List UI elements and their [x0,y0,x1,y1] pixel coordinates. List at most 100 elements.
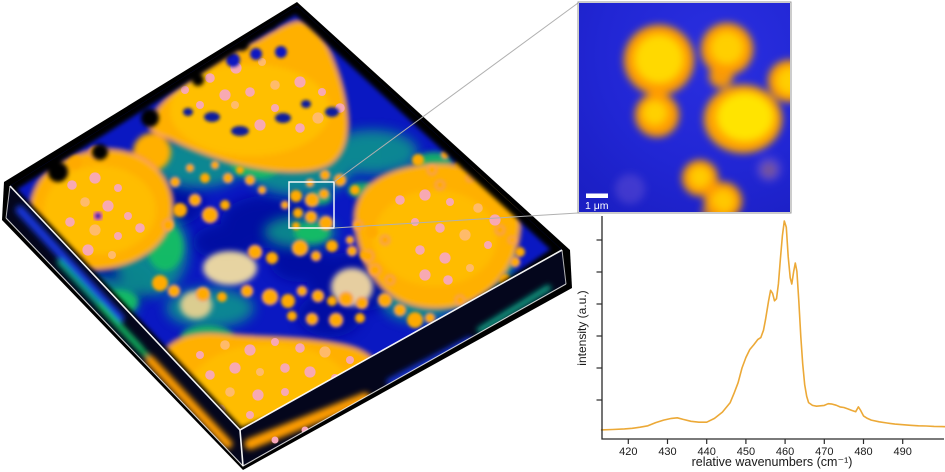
scalebar-label: 1 μm [585,200,609,212]
inset-scalebar: 1 μm [585,193,609,212]
map-blob [169,176,181,188]
map-blob [296,285,308,297]
map-surface-dot [271,104,279,112]
map-surface-dot [196,351,204,359]
map-surface-dot [280,363,290,373]
map-blob [247,244,263,260]
map-surface-dot [304,366,316,378]
x-tick-label: 490 [894,446,912,458]
map-blob [384,274,396,286]
spectrum-curve [600,220,945,431]
map-blob [355,313,365,323]
map-blob [494,224,506,236]
map-surface-dot [67,180,77,190]
map-surface-dot [295,343,305,353]
map-surface-dot [82,244,94,256]
x-tick-label: 450 [737,446,755,458]
map-blob [304,210,318,224]
inset-image: 1 μm [577,1,792,214]
map-surface-dot [415,245,425,255]
map-surface-dot [220,340,230,350]
map-blob [210,160,220,170]
map-blob [173,203,187,217]
map-surface-dot [219,89,231,101]
map-surface-dot [135,223,145,233]
map-surface-dot [318,88,326,96]
x-tick-label: 440 [698,446,716,458]
map-blob [352,219,364,231]
map-surface-dot [419,269,431,281]
map-blob [350,185,360,195]
slab-left-side-face [6,186,243,466]
map-blob [304,192,320,208]
map-blob [290,190,302,202]
map-blob [338,291,354,307]
map-surface-dot [225,387,235,397]
map-blob [509,256,521,268]
inset-border [577,1,792,214]
map-blob [412,154,424,166]
map-blob [345,235,355,245]
inset-blobs [615,23,790,212]
map-blob [426,164,438,176]
map-blob [310,250,322,262]
map-dark-holes [93,46,339,221]
slab-wireframe [5,185,567,467]
map-surface-dot [459,229,471,241]
map-surface-dot [294,76,306,88]
map-surface-dot [181,86,189,94]
map-blob [291,239,309,257]
map-blob [368,263,382,277]
map-surface-dot [114,184,122,192]
map-blob [220,200,230,210]
map-blob [507,235,517,245]
x-tick-label: 420 [619,446,637,458]
map-blob [185,163,195,173]
map-surface-dot [244,344,256,356]
map-surface-dot [254,119,266,131]
map-blob [407,312,423,328]
map-surface-dot [252,389,264,401]
spectrum-ticks [596,239,904,444]
map-blob [200,173,210,183]
map-surface-dot [312,112,324,124]
map-surface-dot [89,224,101,236]
map-blob [188,193,202,207]
map-surface-dot [229,362,241,374]
map-surface-dot [473,203,483,213]
map-blob [319,169,331,181]
map-blob [318,188,330,200]
y-axis-label: intensity (a.u.) [575,290,589,365]
map-surface-dot [108,251,116,259]
map-surface-dot [270,80,280,90]
map-surface-dot [484,241,492,249]
map-surface-dot [346,356,354,364]
x-axis-label: relative wavenumbers (cm⁻¹) [692,455,853,469]
map-blob [167,284,181,298]
map-surface-dot [256,368,264,376]
map-blob [266,252,278,264]
map-surface-dot [65,217,75,227]
map-surface-dot [246,411,254,419]
spectrum-plot: 420 430 440 450 460 470 480 490 relative wavenu… [575,216,945,469]
map-blob [333,173,347,187]
map-surface-dot [419,189,431,201]
map-blob [257,185,267,195]
map-surface-dot [205,370,215,380]
x-tick-label: 470 [815,446,833,458]
map-surface-dot [446,198,454,206]
x-tick-label: 480 [854,446,872,458]
map-blob [152,275,168,291]
map-surface-dot [114,232,122,240]
map-blob [326,240,338,252]
map-blob [366,226,378,238]
map-blob [379,234,391,246]
map-blob [195,286,211,302]
map-blob [287,311,297,321]
x-tick-label: 430 [658,446,676,458]
map-surface-dot [245,87,255,97]
map-surface-dot [489,214,501,226]
map-blob [355,296,369,310]
map-blob [240,284,254,298]
map-blob [515,247,525,257]
